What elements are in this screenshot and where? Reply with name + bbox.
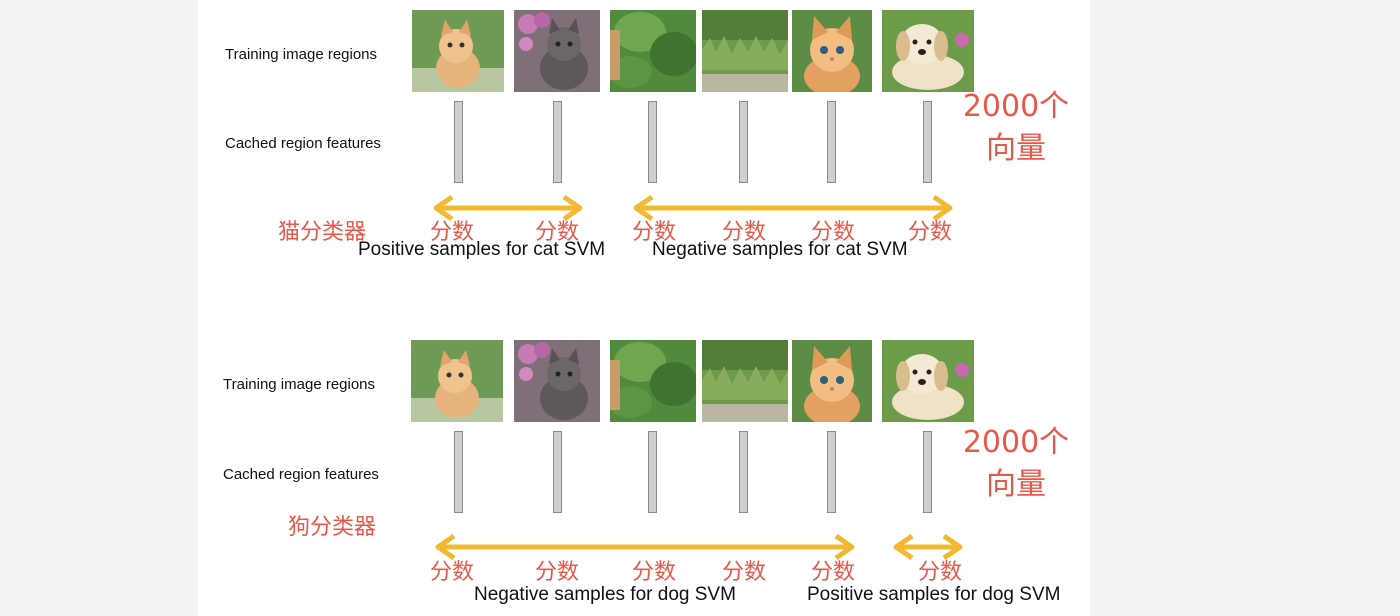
region-thumbnail-cat-gray bbox=[514, 10, 600, 92]
region-thumbnail-cat-gray bbox=[514, 340, 600, 422]
training-regions-label: Training image regions bbox=[225, 46, 378, 63]
cached-features-label: Cached region features bbox=[223, 466, 379, 483]
region-thumbnail-grass bbox=[702, 10, 788, 92]
positive-samples-caption: Positive samples for dog SVM bbox=[807, 584, 1061, 605]
vector-count-label: 2000个 向量 bbox=[962, 425, 1070, 502]
feature-vector bbox=[648, 101, 657, 183]
positive-range-arrow bbox=[893, 533, 963, 561]
feature-vector bbox=[739, 431, 748, 513]
region-thumbnail-grass bbox=[702, 340, 788, 422]
negative-samples-caption: Negative samples for cat SVM bbox=[652, 239, 908, 260]
score-label: 分数 bbox=[811, 220, 856, 245]
feature-vector bbox=[454, 431, 463, 513]
feature-vector bbox=[923, 101, 932, 183]
score-label: 分数 bbox=[908, 220, 953, 245]
score-label: 分数 bbox=[535, 560, 580, 585]
feature-vector bbox=[739, 101, 748, 183]
score-label: 分数 bbox=[811, 560, 856, 585]
region-thumbnail-foliage bbox=[610, 10, 696, 92]
negative-range-arrow bbox=[633, 194, 953, 222]
score-label: 分数 bbox=[918, 560, 963, 585]
dog-svm-panel: Training image regions Cached region fea… bbox=[198, 330, 1090, 616]
cat-svm-panel: Training image regions Cached region fea… bbox=[198, 0, 1090, 300]
region-thumbnail-cat-orange-2 bbox=[792, 10, 872, 92]
score-label: 分数 bbox=[722, 220, 767, 245]
classifier-label: 狗分类器 bbox=[288, 515, 377, 540]
region-thumbnail-cat-orange bbox=[411, 340, 503, 422]
region-thumbnail-cat-orange-2 bbox=[792, 340, 872, 422]
rcnn-svm-diagram: Training image regions Cached region fea… bbox=[198, 0, 1090, 616]
region-thumbnail-cat-orange bbox=[412, 10, 504, 92]
feature-vector bbox=[553, 101, 562, 183]
negative-range-arrow bbox=[435, 533, 855, 561]
negative-samples-caption: Negative samples for dog SVM bbox=[474, 584, 736, 605]
region-thumbnail-dog bbox=[882, 340, 974, 422]
score-label: 分数 bbox=[632, 560, 677, 585]
feature-vector bbox=[553, 431, 562, 513]
score-label: 分数 bbox=[722, 560, 767, 585]
feature-vector bbox=[827, 431, 836, 513]
positive-range-arrow bbox=[433, 194, 583, 222]
feature-vector bbox=[923, 431, 932, 513]
training-regions-label: Training image regions bbox=[223, 376, 376, 393]
positive-samples-caption: Positive samples for cat SVM bbox=[358, 239, 606, 260]
feature-vector bbox=[648, 431, 657, 513]
region-thumbnail-dog bbox=[882, 10, 974, 92]
region-thumbnail-foliage bbox=[610, 340, 696, 422]
score-label: 分数 bbox=[430, 220, 475, 245]
score-label: 分数 bbox=[535, 220, 580, 245]
vector-count-label: 2000个 向量 bbox=[962, 89, 1070, 166]
cached-features-label: Cached region features bbox=[225, 135, 381, 152]
feature-vector bbox=[454, 101, 463, 183]
score-label: 分数 bbox=[430, 560, 475, 585]
classifier-label: 猫分类器 bbox=[278, 220, 367, 245]
feature-vector bbox=[827, 101, 836, 183]
score-label: 分数 bbox=[632, 220, 677, 245]
